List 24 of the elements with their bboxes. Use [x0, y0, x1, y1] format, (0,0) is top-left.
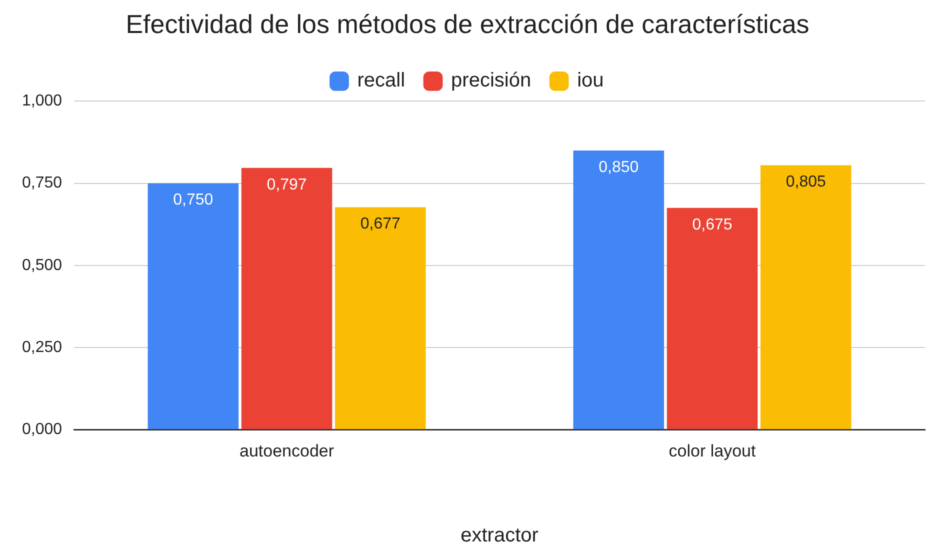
data-label: 0,675	[692, 216, 732, 234]
legend-label: precisión	[451, 70, 532, 92]
x-axis-title: extractor	[460, 524, 539, 547]
x-tick-label: autoencoder	[240, 441, 334, 460]
legend-label: iou	[577, 70, 604, 92]
y-tick-label: 0,250	[22, 338, 62, 356]
legend-label: recall	[357, 70, 406, 92]
data-label: 0,805	[786, 174, 826, 191]
bar	[334, 207, 426, 430]
x-tick-label: color layout	[668, 441, 756, 460]
bar	[666, 208, 758, 430]
bar	[148, 183, 239, 430]
data-label: 0,677	[360, 216, 400, 233]
bar	[760, 165, 852, 430]
data-label: 0,750	[173, 192, 214, 209]
y-tick-label: 0,750	[22, 174, 62, 192]
data-label: 0,797	[266, 176, 307, 194]
chart-title: Efectividad de los métodos de extracción de características	[126, 8, 810, 39]
bar	[573, 150, 664, 430]
bar	[241, 168, 332, 430]
data-label: 0,850	[598, 158, 639, 176]
y-tick-label: 0,500	[22, 256, 62, 274]
y-tick-label: 1,000	[22, 92, 62, 110]
y-tick-label: 0,000	[22, 421, 62, 438]
